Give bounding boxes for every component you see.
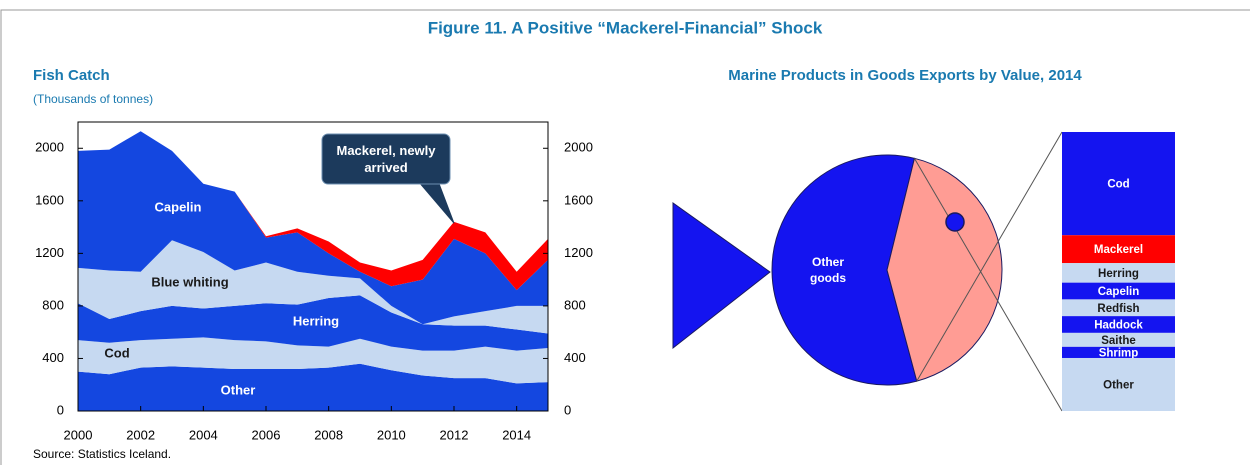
y-tick-label: 400 [42,350,64,365]
series-label: Other [221,382,256,397]
y-tick-label: 800 [42,297,64,312]
y2-tick-label: 2000 [564,140,593,155]
x-tick-label: 2014 [502,427,531,442]
segment-label: Haddock [1094,320,1143,332]
figure: Figure 11. A Positive “Mackerel-Financia… [0,0,1250,465]
fish-eye [946,213,964,231]
pie-label: Other goods [798,254,858,286]
segment-label: Cod [1107,179,1129,191]
y2-tick-label: 1600 [564,192,593,207]
y2-tick-label: 400 [564,350,586,365]
series-label: Blue whiting [151,274,228,289]
y-tick-label: 2000 [35,140,64,155]
segment-label: Redfish [1097,303,1139,315]
chart-title: Marine Products in Goods Exports by Valu… [728,67,1082,84]
fish-tail [673,203,770,348]
y2-tick-label: 800 [564,297,586,312]
x-tick-label: 2002 [126,427,155,442]
x-tick-label: 2000 [64,427,93,442]
x-tick-label: 2010 [377,427,406,442]
series-label: Capelin [155,199,202,214]
x-tick-label: 2012 [440,427,469,442]
source: Source: Statistics Iceland. [33,447,171,461]
series-label: Cod [104,345,129,360]
series-label: Herring [293,313,339,328]
segment-label: Mackerel [1094,244,1143,256]
y2-tick-label: 0 [564,402,571,417]
segment-label: Shrimp [1099,347,1139,359]
segment-label: Other [1103,380,1134,392]
chart-title: Fish Catch [33,67,110,84]
annotation-text: Mackerel, newly arrived [326,142,446,176]
chart: Figure 11. A Positive “Mackerel-Financia… [0,0,1250,465]
segment-label: Saithe [1101,335,1136,347]
annotation-pointer [418,181,454,223]
x-tick-label: 2008 [314,427,343,442]
y2-tick-label: 1200 [564,245,593,260]
y-tick-label: 0 [57,402,64,417]
x-tick-label: 2004 [189,427,218,442]
chart-subtitle: (Thousands of tonnes) [33,92,153,106]
segment-label: Capelin [1098,286,1140,298]
x-tick-label: 2006 [252,427,281,442]
y-tick-label: 1600 [35,192,64,207]
segment-label: Herring [1098,268,1139,280]
y-tick-label: 1200 [35,245,64,260]
figure-title: Figure 11. A Positive “Mackerel-Financia… [428,18,823,37]
